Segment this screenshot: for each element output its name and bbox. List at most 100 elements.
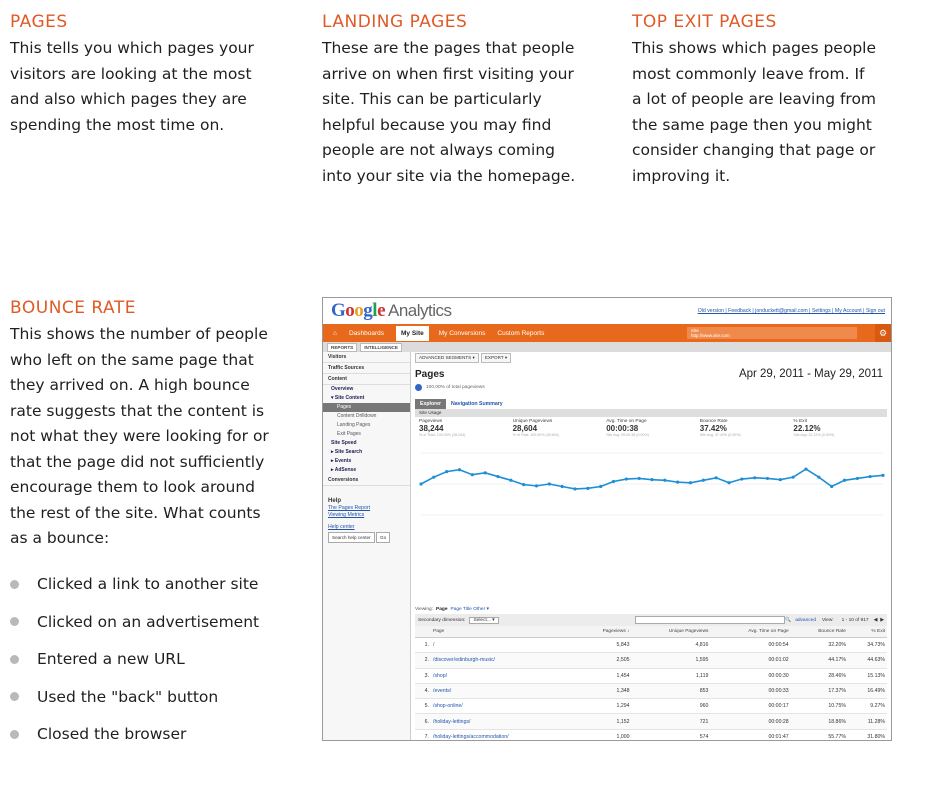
text-line: most commonly leave from. If bbox=[632, 64, 865, 83]
table-row[interactable]: 2./discover/edinburgh-music/2,505 1,595 00… bbox=[415, 652, 887, 669]
text-line: This shows which pages people bbox=[632, 39, 876, 57]
table-row[interactable]: 5./shop-online/1,294 960 00:00:17 10.75% 9.2… bbox=[415, 698, 887, 715]
gear-icon[interactable]: ⚙ bbox=[875, 324, 891, 342]
site-usage-tab[interactable]: Site Usage bbox=[415, 409, 887, 417]
logo-letter: l bbox=[372, 300, 378, 321]
table-cell: 00:01:47 bbox=[710, 729, 791, 740]
text-line: spending the most time on. bbox=[10, 115, 225, 134]
table-row[interactable]: 6./holiday-lettings/1,152 721 00:00:28 18.8… bbox=[415, 713, 887, 730]
tab-intelligence[interactable]: INTELLIGENCE bbox=[360, 342, 402, 352]
column-header[interactable]: Avg. Time on Page bbox=[710, 626, 791, 638]
viewing-other-options[interactable]: Page Title Other ▾ bbox=[450, 606, 489, 612]
tab-navigation-summary[interactable]: Navigation Summary bbox=[451, 401, 503, 407]
data-point bbox=[586, 486, 590, 490]
search-icon[interactable]: 🔍 bbox=[785, 617, 792, 623]
sidebar-item-traffic-sources[interactable]: Traffic Sources bbox=[323, 363, 410, 374]
data-point bbox=[830, 484, 834, 489]
help-search-input[interactable]: Search help center bbox=[328, 532, 375, 543]
sidebar-item-pages[interactable]: Pages bbox=[323, 403, 410, 412]
advanced-filter-link[interactable]: advanced bbox=[795, 617, 816, 623]
site-selector[interactable]: Site http://www.site.com bbox=[687, 327, 857, 339]
page-link[interactable]: /shop-online/ bbox=[431, 698, 576, 715]
data-point bbox=[740, 477, 744, 481]
list-item: Clicked a link to another site bbox=[10, 566, 300, 604]
nav-custom-reports[interactable]: Custom Reports bbox=[497, 329, 545, 337]
column-header[interactable]: % Exit bbox=[847, 626, 887, 638]
viewing-page-option[interactable]: Page bbox=[436, 606, 448, 612]
page-link[interactable]: /discover/edinburgh-music/ bbox=[431, 652, 576, 669]
data-point bbox=[727, 481, 731, 485]
data-point bbox=[445, 470, 449, 474]
bullet-icon bbox=[10, 729, 19, 739]
metric-label: Bounce Rate bbox=[699, 419, 728, 424]
column-header[interactable]: Pageviews ↓ bbox=[575, 626, 632, 638]
sidebar-item-visitors[interactable]: Visitors bbox=[323, 352, 410, 363]
home-icon[interactable]: ⌂ bbox=[333, 329, 337, 337]
table-cell: 10.75% bbox=[790, 698, 848, 715]
data-point bbox=[624, 477, 628, 481]
sidebar-item-conversions[interactable]: Conversions bbox=[323, 475, 410, 486]
account-links[interactable]: Old version | Feedback | jonduckett@gmai… bbox=[697, 308, 885, 314]
nav-my-site[interactable]: My Site bbox=[396, 325, 429, 341]
table-cell: 2. bbox=[415, 652, 431, 669]
metric-value: 22.12% bbox=[793, 424, 821, 433]
sidebar-item-site-search[interactable]: ▸ Site Search bbox=[331, 449, 363, 455]
sidebar-item-content[interactable]: Content bbox=[323, 374, 410, 385]
column-header[interactable]: Page bbox=[431, 626, 576, 638]
page-link[interactable]: /holiday-lettings/ bbox=[431, 713, 576, 730]
advanced-segments-button[interactable]: ADVANCED SEGMENTS ▾ bbox=[415, 352, 479, 363]
table-cell: 6. bbox=[415, 713, 431, 730]
bounce-bullet-list: Clicked a link to another site Clicked o… bbox=[10, 566, 300, 754]
table-row[interactable]: 4./events/1,348 853 00:00:33 17.37% 16.49% bbox=[415, 683, 887, 700]
data-point bbox=[419, 482, 423, 486]
column-header[interactable]: Unique Pageviews bbox=[631, 626, 711, 638]
page-link[interactable]: /events/ bbox=[431, 683, 576, 700]
table-row[interactable]: 1./5,843 4,816 00:00:54 32.20% 34.73% bbox=[415, 637, 887, 654]
help-link-viewing-metrics[interactable]: Viewing Metrics bbox=[328, 512, 365, 518]
tab-reports[interactable]: REPORTS bbox=[327, 342, 358, 352]
page-link[interactable]: /holiday-lettings/accommodation/ bbox=[431, 729, 576, 740]
table-cell: 2,505 bbox=[575, 652, 632, 669]
sidebar-item-overview[interactable]: Overview bbox=[331, 386, 354, 392]
data-point bbox=[778, 478, 782, 482]
table-header-row: Page Pageviews ↓ Unique Pageviews Avg. T… bbox=[415, 626, 887, 638]
page-link[interactable]: / bbox=[431, 637, 576, 654]
data-point bbox=[650, 478, 654, 482]
tab-explorer[interactable]: Explorer bbox=[415, 399, 447, 409]
help-link-pages-report[interactable]: The Pages Report bbox=[328, 505, 371, 511]
data-point bbox=[560, 484, 564, 489]
column-header[interactable]: Bounce Rate bbox=[790, 626, 848, 638]
sidebar-item-exit-pages[interactable]: Exit Pages bbox=[337, 431, 361, 437]
metric-label: Unique Pageviews bbox=[512, 419, 553, 424]
sidebar-item-adsense[interactable]: ▸ AdSense bbox=[331, 467, 357, 473]
date-range-picker[interactable]: Apr 29, 2011 - May 29, 2011 bbox=[738, 368, 883, 380]
table-cell: 00:00:33 bbox=[710, 683, 791, 700]
metric-label: Pageviews bbox=[419, 419, 443, 424]
table-cell: 7. bbox=[415, 729, 431, 740]
table-row[interactable]: 3./shop/1,454 1,119 00:00:30 28.46% 15.13% bbox=[415, 668, 887, 684]
page-link[interactable]: /shop/ bbox=[431, 668, 576, 684]
logo-letter: o bbox=[345, 300, 355, 321]
next-page-icon[interactable]: ▶ bbox=[880, 617, 884, 623]
go-button[interactable]: Go bbox=[376, 532, 391, 543]
nav-my-conversions[interactable]: My Conversions bbox=[438, 329, 486, 337]
help-center-link[interactable]: Help center bbox=[328, 524, 355, 530]
table-row[interactable]: 7./holiday-lettings/accommodation/1,000 5… bbox=[415, 729, 887, 740]
nav-dashboards[interactable]: Dashboards bbox=[348, 329, 384, 337]
sidebar-item-events[interactable]: ▸ Events bbox=[331, 458, 352, 464]
table-search-input[interactable] bbox=[635, 616, 786, 624]
data-point bbox=[599, 484, 603, 489]
logo-letter: G bbox=[331, 300, 346, 321]
sidebar-item-content-drilldown[interactable]: Content Drilldown bbox=[337, 413, 377, 419]
table-cell: 15.13% bbox=[847, 668, 887, 684]
total-share-text: 100.00% of total pageviews bbox=[426, 385, 485, 390]
sidebar-item-landing-pages[interactable]: Landing Pages bbox=[337, 422, 371, 428]
prev-page-icon[interactable]: ◀ bbox=[873, 617, 878, 623]
sidebar-item-site-speed[interactable]: Site Speed bbox=[331, 440, 357, 446]
bullet-text: Closed the browser bbox=[37, 725, 187, 744]
export-button[interactable]: EXPORT ▾ bbox=[480, 352, 512, 363]
secondary-dimension-select[interactable]: Select... ▾ bbox=[469, 616, 499, 624]
viewing-label: Viewing: bbox=[415, 606, 434, 612]
sidebar-item-site-content[interactable]: ▾ Site Content bbox=[331, 395, 365, 401]
table-cell: 5,843 bbox=[575, 637, 632, 654]
